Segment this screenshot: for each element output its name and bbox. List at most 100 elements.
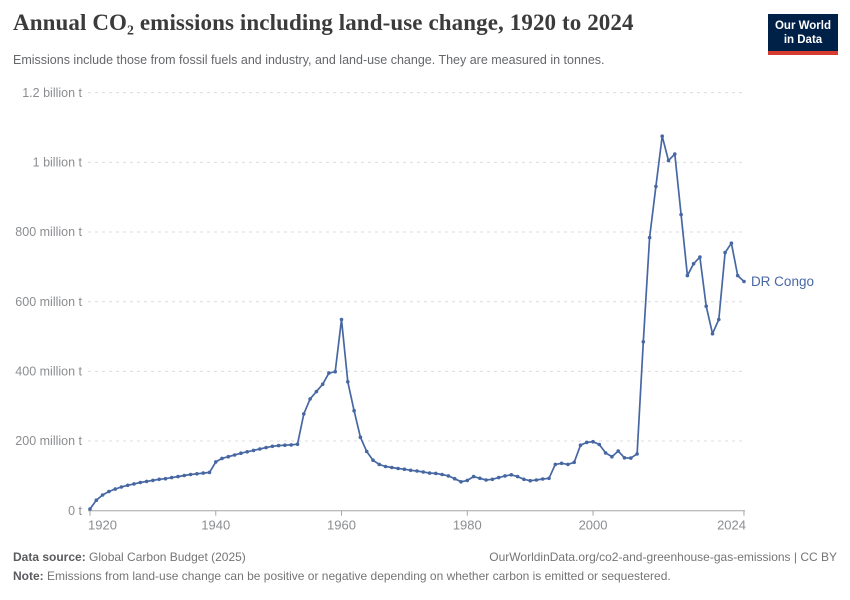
data-point[interactable] bbox=[673, 152, 677, 156]
data-point[interactable] bbox=[138, 480, 143, 485]
data-point[interactable] bbox=[258, 447, 262, 451]
data-point[interactable] bbox=[471, 474, 476, 479]
data-point[interactable] bbox=[201, 471, 205, 475]
data-point[interactable] bbox=[654, 184, 658, 189]
data-point[interactable] bbox=[635, 452, 639, 456]
data-point[interactable] bbox=[509, 473, 514, 477]
data-point[interactable] bbox=[119, 485, 124, 489]
data-point[interactable] bbox=[157, 477, 161, 482]
data-point[interactable] bbox=[478, 476, 482, 481]
owid-link[interactable]: OurWorldinData.org/co2-and-greenhouse-ga… bbox=[489, 550, 837, 564]
data-point[interactable] bbox=[327, 371, 331, 375]
data-point[interactable] bbox=[302, 412, 306, 416]
data-point[interactable] bbox=[132, 482, 136, 486]
data-point[interactable] bbox=[421, 470, 426, 474]
data-point[interactable] bbox=[232, 453, 237, 457]
data-point[interactable] bbox=[245, 450, 249, 454]
data-point[interactable] bbox=[390, 465, 394, 470]
data-point[interactable] bbox=[188, 472, 193, 477]
data-point[interactable] bbox=[289, 443, 294, 447]
plot-markers[interactable] bbox=[88, 134, 746, 511]
data-point[interactable] bbox=[742, 279, 746, 284]
data-point[interactable] bbox=[207, 470, 212, 475]
data-point[interactable] bbox=[465, 478, 470, 483]
data-point[interactable] bbox=[333, 369, 338, 374]
data-point[interactable] bbox=[660, 134, 664, 138]
data-point[interactable] bbox=[440, 472, 444, 477]
data-point[interactable] bbox=[251, 448, 256, 453]
data-point[interactable] bbox=[484, 478, 488, 482]
data-point[interactable] bbox=[415, 469, 419, 473]
data-point[interactable] bbox=[352, 408, 356, 413]
data-point[interactable] bbox=[226, 454, 231, 459]
data-point[interactable] bbox=[490, 477, 495, 482]
data-point[interactable] bbox=[195, 472, 199, 476]
data-point[interactable] bbox=[383, 464, 388, 469]
data-point[interactable] bbox=[641, 340, 646, 344]
data-point[interactable] bbox=[151, 478, 155, 483]
data-point[interactable] bbox=[220, 456, 224, 461]
data-point[interactable] bbox=[723, 250, 727, 255]
data-point[interactable] bbox=[283, 443, 287, 448]
plot-line[interactable] bbox=[89, 135, 745, 510]
data-point[interactable] bbox=[182, 473, 187, 478]
data-point[interactable] bbox=[295, 442, 300, 447]
data-point[interactable] bbox=[503, 474, 507, 478]
data-point[interactable] bbox=[459, 480, 463, 484]
data-point[interactable] bbox=[553, 462, 558, 467]
data-point[interactable] bbox=[169, 475, 174, 480]
data-point[interactable] bbox=[578, 443, 583, 448]
data-point[interactable] bbox=[566, 462, 570, 467]
data-point[interactable] bbox=[264, 445, 268, 450]
data-point[interactable] bbox=[94, 498, 99, 503]
data-point[interactable] bbox=[610, 454, 614, 459]
data-point[interactable] bbox=[346, 380, 350, 384]
data-point[interactable] bbox=[408, 468, 413, 473]
data-point[interactable] bbox=[308, 397, 312, 401]
data-point[interactable] bbox=[100, 493, 105, 497]
data-point[interactable] bbox=[616, 449, 620, 453]
data-point[interactable] bbox=[452, 476, 457, 481]
data-point[interactable] bbox=[377, 462, 382, 467]
data-point[interactable] bbox=[88, 507, 92, 511]
data-point[interactable] bbox=[176, 474, 180, 479]
data-point[interactable] bbox=[113, 487, 117, 491]
data-point[interactable] bbox=[320, 382, 325, 387]
data-point[interactable] bbox=[698, 255, 702, 259]
data-point[interactable] bbox=[572, 460, 576, 465]
data-point[interactable] bbox=[647, 235, 652, 240]
data-point[interactable] bbox=[528, 478, 532, 483]
data-point[interactable] bbox=[515, 474, 520, 479]
data-point[interactable] bbox=[691, 261, 696, 266]
data-point[interactable] bbox=[314, 389, 319, 394]
data-point[interactable] bbox=[622, 456, 627, 460]
data-point[interactable] bbox=[591, 439, 595, 444]
data-point[interactable] bbox=[434, 471, 438, 476]
data-point[interactable] bbox=[371, 458, 375, 463]
data-point[interactable] bbox=[547, 476, 551, 481]
data-point[interactable] bbox=[559, 461, 564, 466]
series-label[interactable]: DR Congo bbox=[751, 274, 814, 289]
data-point[interactable] bbox=[666, 158, 671, 163]
data-point[interactable] bbox=[629, 456, 633, 460]
data-point[interactable] bbox=[534, 478, 539, 482]
data-point[interactable] bbox=[735, 273, 740, 278]
data-point[interactable] bbox=[729, 241, 734, 245]
data-point[interactable] bbox=[125, 483, 130, 488]
data-point[interactable] bbox=[163, 476, 168, 481]
data-point[interactable] bbox=[427, 471, 432, 475]
data-point[interactable] bbox=[597, 442, 602, 447]
data-point[interactable] bbox=[276, 443, 281, 448]
data-point[interactable] bbox=[603, 451, 608, 455]
data-point[interactable] bbox=[214, 460, 218, 464]
data-point[interactable] bbox=[540, 477, 545, 481]
data-point[interactable] bbox=[717, 317, 721, 322]
data-point[interactable] bbox=[396, 466, 400, 471]
data-point[interactable] bbox=[704, 304, 708, 308]
data-point[interactable] bbox=[358, 435, 363, 440]
data-point[interactable] bbox=[239, 451, 243, 456]
data-point[interactable] bbox=[364, 449, 369, 454]
data-point[interactable] bbox=[679, 212, 683, 217]
data-point[interactable] bbox=[402, 467, 407, 472]
data-point[interactable] bbox=[107, 489, 111, 494]
